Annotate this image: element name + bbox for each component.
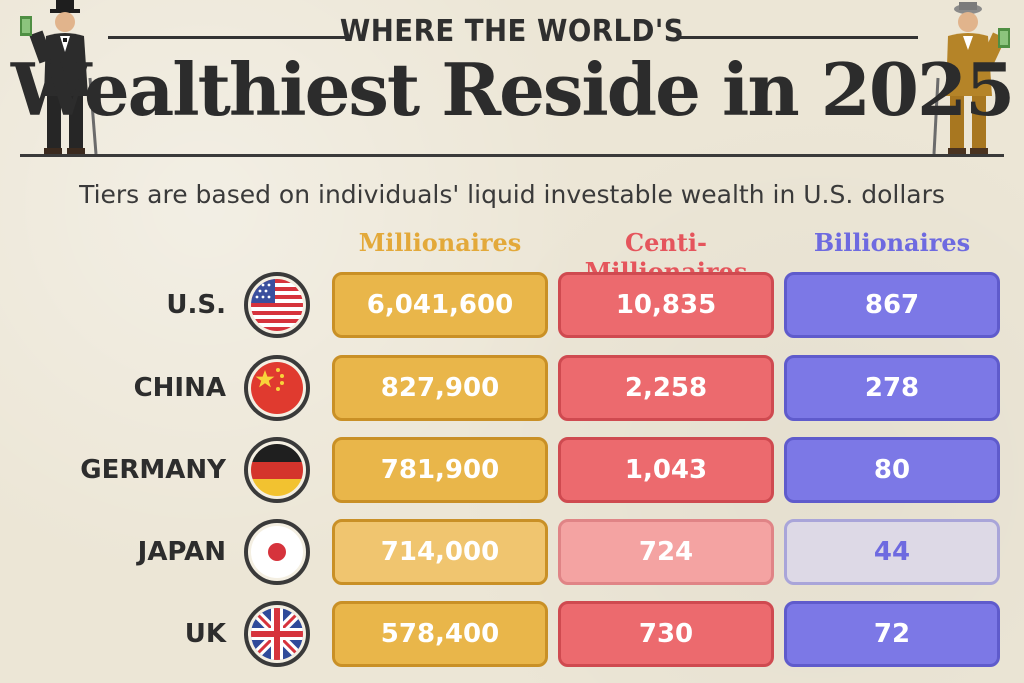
page-title: Wealthiest Reside in 2025 bbox=[10, 47, 1015, 132]
flag-ring-us bbox=[244, 272, 310, 338]
flag-ring-germany bbox=[244, 437, 310, 503]
row-label-japan: JAPAN bbox=[137, 537, 226, 567]
cell-japan-centi-millionaires: 724 bbox=[558, 519, 774, 585]
left-wealthy-man-figure bbox=[20, 0, 98, 155]
kicker-left-rule bbox=[108, 36, 348, 39]
cell-uk-centi-millionaires: 730 bbox=[558, 601, 774, 667]
kicker-text: WHERE THE WORLD'S bbox=[339, 14, 685, 49]
flag-ring-japan bbox=[244, 519, 310, 585]
cell-japan-millionaires: 714,000 bbox=[332, 519, 548, 585]
cell-germany-billionaires: 80 bbox=[784, 437, 1000, 503]
cell-germany-millionaires: 781,900 bbox=[332, 437, 548, 503]
cell-us-millionaires: 6,041,600 bbox=[332, 272, 548, 338]
flag-ring-china bbox=[244, 355, 310, 421]
cell-china-centi-millionaires: 2,258 bbox=[558, 355, 774, 421]
cell-us-billionaires: 867 bbox=[784, 272, 1000, 338]
cell-china-billionaires: 278 bbox=[784, 355, 1000, 421]
japan-flag-icon bbox=[251, 526, 303, 578]
cell-uk-millionaires: 578,400 bbox=[332, 601, 548, 667]
subtitle: Tiers are based on individuals' liquid i… bbox=[79, 180, 945, 209]
row-label-china: CHINA bbox=[133, 373, 226, 403]
cell-uk-billionaires: 72 bbox=[784, 601, 1000, 667]
kicker-right-rule bbox=[678, 36, 918, 39]
column-header-billionaires: Billionaires bbox=[813, 228, 971, 257]
column-header-millionaires: Millionaires bbox=[358, 228, 522, 257]
flag-ring-uk bbox=[244, 601, 310, 667]
row-label-uk: UK bbox=[184, 619, 226, 649]
cell-china-millionaires: 827,900 bbox=[332, 355, 548, 421]
row-label-germany: GERMANY bbox=[80, 455, 226, 485]
uk-flag-icon bbox=[251, 608, 303, 660]
title-underline bbox=[20, 154, 1004, 157]
cell-germany-centi-millionaires: 1,043 bbox=[558, 437, 774, 503]
us-flag-icon bbox=[251, 279, 303, 331]
cell-us-centi-millionaires: 10,835 bbox=[558, 272, 774, 338]
right-wealthy-man-figure bbox=[932, 2, 1010, 155]
germany-flag-icon bbox=[251, 444, 303, 496]
china-flag-icon bbox=[251, 362, 303, 414]
cell-japan-billionaires: 44 bbox=[784, 519, 1000, 585]
row-label-us: U.S. bbox=[166, 290, 226, 320]
